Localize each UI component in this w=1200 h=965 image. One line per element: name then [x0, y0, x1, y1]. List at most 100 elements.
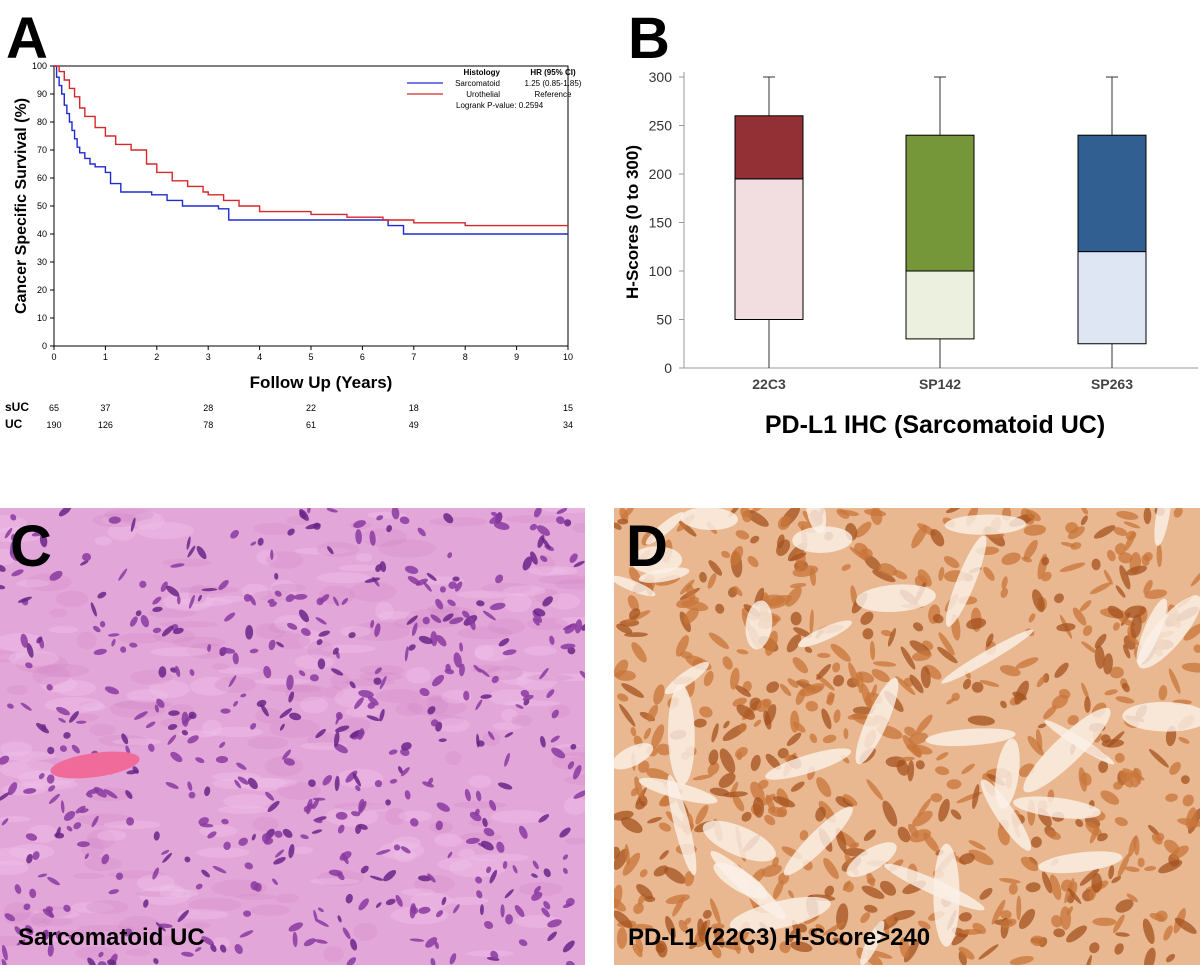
nucleus: [375, 902, 382, 908]
stained-cell: [826, 691, 835, 706]
stained-cell: [878, 563, 898, 576]
stained-cell: [789, 930, 795, 943]
nucleus: [369, 875, 384, 881]
stroma-fiber: [132, 511, 165, 530]
nucleus: [375, 564, 382, 573]
stroma-fiber: [235, 893, 276, 900]
stained-cell: [635, 936, 644, 953]
stroma-fiber: [81, 702, 106, 711]
stained-cell: [857, 671, 864, 694]
stained-cell: [1058, 688, 1071, 699]
x-tick-label: 1: [103, 352, 108, 362]
stroma-fiber: [150, 647, 209, 657]
stained-cell: [753, 719, 762, 727]
nucleus: [267, 800, 280, 813]
nucleus: [533, 885, 541, 894]
nucleus: [123, 928, 133, 937]
stained-cell: [1043, 705, 1057, 720]
nucleus: [165, 782, 179, 789]
nucleus: [496, 841, 505, 853]
nucleus: [1, 818, 9, 826]
box-lower-quartile: [905, 270, 975, 340]
stained-cell: [684, 871, 695, 887]
nucleus: [288, 691, 295, 703]
nucleus: [316, 639, 323, 646]
stained-cell: [816, 777, 832, 798]
unstained-space: [710, 851, 787, 920]
stained-cell: [1098, 760, 1109, 773]
nucleus: [480, 840, 494, 851]
stroma-fiber: [0, 936, 33, 947]
stroma-fiber: [401, 888, 436, 896]
stained-cell: [907, 823, 919, 838]
nucleus: [125, 745, 131, 755]
nucleus: [515, 704, 524, 709]
nucleus: [518, 939, 528, 947]
nucleus: [168, 710, 180, 716]
stained-cell: [614, 846, 620, 860]
stroma-fiber: [306, 732, 341, 747]
stroma-fiber: [359, 664, 405, 676]
stroma-fiber: [516, 671, 558, 691]
stroma-fiber: [160, 718, 188, 728]
nucleus: [483, 827, 495, 837]
stained-cell: [665, 894, 690, 905]
unstained-space: [1154, 508, 1172, 547]
nucleus: [90, 602, 97, 617]
nucleus: [478, 668, 490, 677]
nucleus: [251, 833, 256, 841]
stained-cell: [999, 665, 1021, 677]
stained-cell: [1066, 925, 1087, 943]
stained-cell: [630, 787, 639, 797]
nucleus: [379, 675, 387, 690]
nucleus: [220, 708, 231, 714]
stained-cell: [906, 743, 933, 755]
nucleus: [14, 926, 23, 935]
stained-cell: [1109, 666, 1124, 679]
stained-cell: [614, 670, 636, 681]
nucleus: [579, 670, 585, 681]
nucleus: [4, 913, 16, 922]
stroma-fiber: [253, 590, 294, 601]
y-tick-label: 300: [649, 69, 673, 85]
nucleus: [314, 819, 323, 824]
stroma-fiber: [537, 567, 568, 575]
nucleus: [373, 677, 382, 685]
stroma-fiber: [76, 631, 97, 650]
stained-cell: [790, 781, 805, 792]
stained-cell: [809, 733, 818, 744]
nucleus: [504, 732, 514, 738]
nucleus: [20, 702, 32, 711]
stained-cell: [799, 830, 809, 841]
stroma-fiber: [457, 626, 513, 640]
nucleus: [383, 870, 397, 882]
stained-cell: [972, 922, 987, 934]
y-tick-label: 30: [37, 257, 47, 267]
stained-cell: [1133, 767, 1141, 785]
nucleus: [188, 711, 197, 719]
y-tick-label: 100: [32, 61, 47, 71]
stroma-fiber: [355, 553, 373, 562]
stroma-fiber: [255, 708, 283, 724]
nucleus: [84, 853, 89, 860]
stroma-fiber: [437, 858, 472, 871]
nucleus: [447, 552, 453, 559]
stroma-fiber: [81, 838, 105, 858]
nucleus: [130, 517, 136, 532]
y-tick-label: 250: [649, 118, 673, 134]
unstained-space: [668, 684, 695, 786]
stroma-fiber: [217, 805, 270, 814]
nucleus: [250, 723, 257, 730]
nucleus: [573, 790, 585, 799]
stained-cell: [895, 676, 916, 695]
stained-cell: [805, 700, 819, 712]
stroma-fiber: [294, 654, 334, 670]
stained-cell: [1001, 552, 1021, 566]
nucleus: [532, 860, 539, 870]
y-tick-label: 40: [37, 229, 47, 239]
stained-cell: [711, 723, 719, 743]
stroma-fiber: [428, 517, 488, 527]
stroma-fiber: [136, 874, 175, 892]
nucleus: [63, 732, 71, 739]
stained-cell: [866, 877, 876, 884]
